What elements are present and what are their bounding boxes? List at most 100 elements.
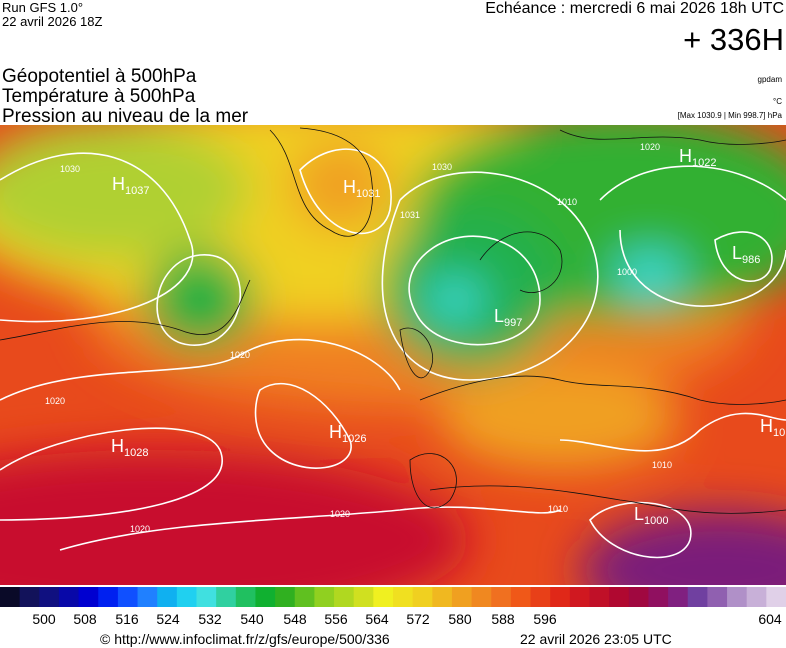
legend-swatch: [117, 587, 139, 607]
map: H1037 H1031L997H1022L986H1028H1026L1000H1…: [0, 125, 786, 585]
legend-tick-label: 564: [365, 611, 389, 627]
pressure-center: H1031: [343, 177, 380, 200]
isobar-label: 1031: [400, 210, 420, 220]
legend-swatch: [451, 587, 473, 607]
isobar-label: 1020: [130, 524, 150, 534]
legend-tick-label: 596: [533, 611, 557, 627]
unit-pressure: [Max 1030.9 | Min 998.7] hPa: [678, 111, 783, 120]
legend-swatch: [157, 587, 178, 607]
pressure-center: L997: [494, 306, 522, 329]
isobar-label: 1010: [548, 504, 568, 514]
color-legend: 500 508 516 524 532 540 548 556 564 572 580 588 596 6…: [0, 587, 786, 627]
lead-time: + 336H: [683, 22, 784, 57]
pressure-center: H1028: [111, 436, 148, 459]
legend-swatch: [235, 587, 256, 607]
field-pressure: Pression au niveau de la mer: [2, 106, 249, 127]
legend-swatch: [255, 587, 276, 607]
center-letter: H: [329, 422, 342, 442]
center-letter: L: [494, 306, 504, 326]
center-value: 997: [504, 317, 522, 329]
pressure-center: H1037: [112, 174, 149, 197]
legend-swatch: [393, 587, 414, 607]
isobar-label: 1020: [230, 350, 250, 360]
center-value: 1026: [342, 433, 366, 445]
legend-swatch: [668, 587, 689, 607]
legend-tick-label: 508: [73, 611, 97, 627]
field-temperature: Température à 500hPa: [2, 86, 196, 107]
legend-tick-label: 588: [491, 611, 515, 627]
pressure-center: L1000: [634, 504, 669, 527]
legend-tick-label: 604: [758, 611, 782, 627]
legend-swatch: [628, 587, 649, 607]
center-value: 1000: [644, 515, 668, 527]
pressure-center: L986: [732, 243, 760, 266]
pressure-center: H10: [760, 416, 785, 439]
legend-swatch: [19, 587, 40, 607]
legend-swatch: [530, 587, 551, 607]
legend-tick-label: 500: [32, 611, 56, 627]
generated-time: 22 avril 2026 23:05 UTC: [520, 631, 672, 647]
unit-geopotential: gpdam: [758, 75, 783, 84]
legend-swatch: [687, 587, 708, 607]
legend-swatch: [196, 587, 217, 607]
legend-tick-label: 524: [156, 611, 180, 627]
unit-temperature: °C: [773, 97, 782, 106]
legend-swatch: [216, 587, 237, 607]
legend-swatch: [569, 587, 590, 607]
center-letter: H: [679, 146, 692, 166]
center-value: 986: [742, 254, 760, 266]
isobar-label: 1010: [652, 460, 672, 470]
center-letter: L: [634, 504, 644, 524]
legend-swatch: [471, 587, 492, 607]
source-url: © http://www.infoclimat.fr/z/gfs/europe/…: [100, 631, 390, 647]
legend-swatch: [137, 587, 158, 607]
legend-tick-label: 556: [324, 611, 348, 627]
legend-swatch: [353, 587, 374, 607]
center-value: 1037: [125, 185, 149, 197]
field-geopotential: Géopotentiel à 500hPa: [2, 66, 197, 87]
legend-swatch: [766, 587, 786, 607]
pressure-center: H1022: [679, 146, 716, 169]
legend-tick-label: 532: [198, 611, 222, 627]
legend-swatch: [510, 587, 532, 607]
legend-swatch: [727, 587, 748, 607]
center-letter: H: [760, 416, 773, 436]
isobar-label: 1000: [617, 267, 637, 277]
coastlines: [0, 127, 786, 514]
legend-swatch: [707, 587, 728, 607]
legend-swatch: [334, 587, 355, 607]
legend-swatch: [58, 587, 80, 607]
isobar-label: 1020: [330, 509, 350, 519]
isobar-label: 1020: [640, 142, 660, 152]
legend-swatch: [78, 587, 99, 607]
legend-swatch: [432, 587, 453, 607]
center-letter: H: [111, 436, 124, 456]
legend-tick-label: 540: [240, 611, 264, 627]
run-label: Run GFS 1.0°: [2, 0, 83, 15]
echeance: Echéance : mercredi 6 mai 2026 18h UTC: [485, 0, 784, 17]
center-letter: H: [343, 177, 356, 197]
legend-swatch: [746, 587, 767, 607]
legend-swatch: [373, 587, 394, 607]
legend-tick-label: 580: [448, 611, 472, 627]
isobar-label: 1010: [557, 197, 577, 207]
legend-swatch: [648, 587, 669, 607]
center-value: 1022: [692, 157, 716, 169]
legend-swatch: [98, 587, 119, 607]
legend-swatch: [39, 587, 60, 607]
legend-swatch: [491, 587, 512, 607]
legend-swatch: [294, 587, 315, 607]
center-letter: H: [112, 174, 125, 194]
legend-swatch: [176, 587, 197, 607]
legend-swatch: [609, 587, 630, 607]
isobar-label: 1030: [60, 164, 80, 174]
pressure-center: H1026: [329, 422, 366, 445]
isobars: [0, 148, 786, 559]
isobar-label: 1020: [45, 396, 65, 406]
legend-swatch: [0, 587, 21, 607]
legend-swatch: [412, 587, 433, 607]
legend-tick-label: 572: [406, 611, 430, 627]
isobar-label: 1030: [432, 162, 452, 172]
center-letter: L: [732, 243, 742, 263]
